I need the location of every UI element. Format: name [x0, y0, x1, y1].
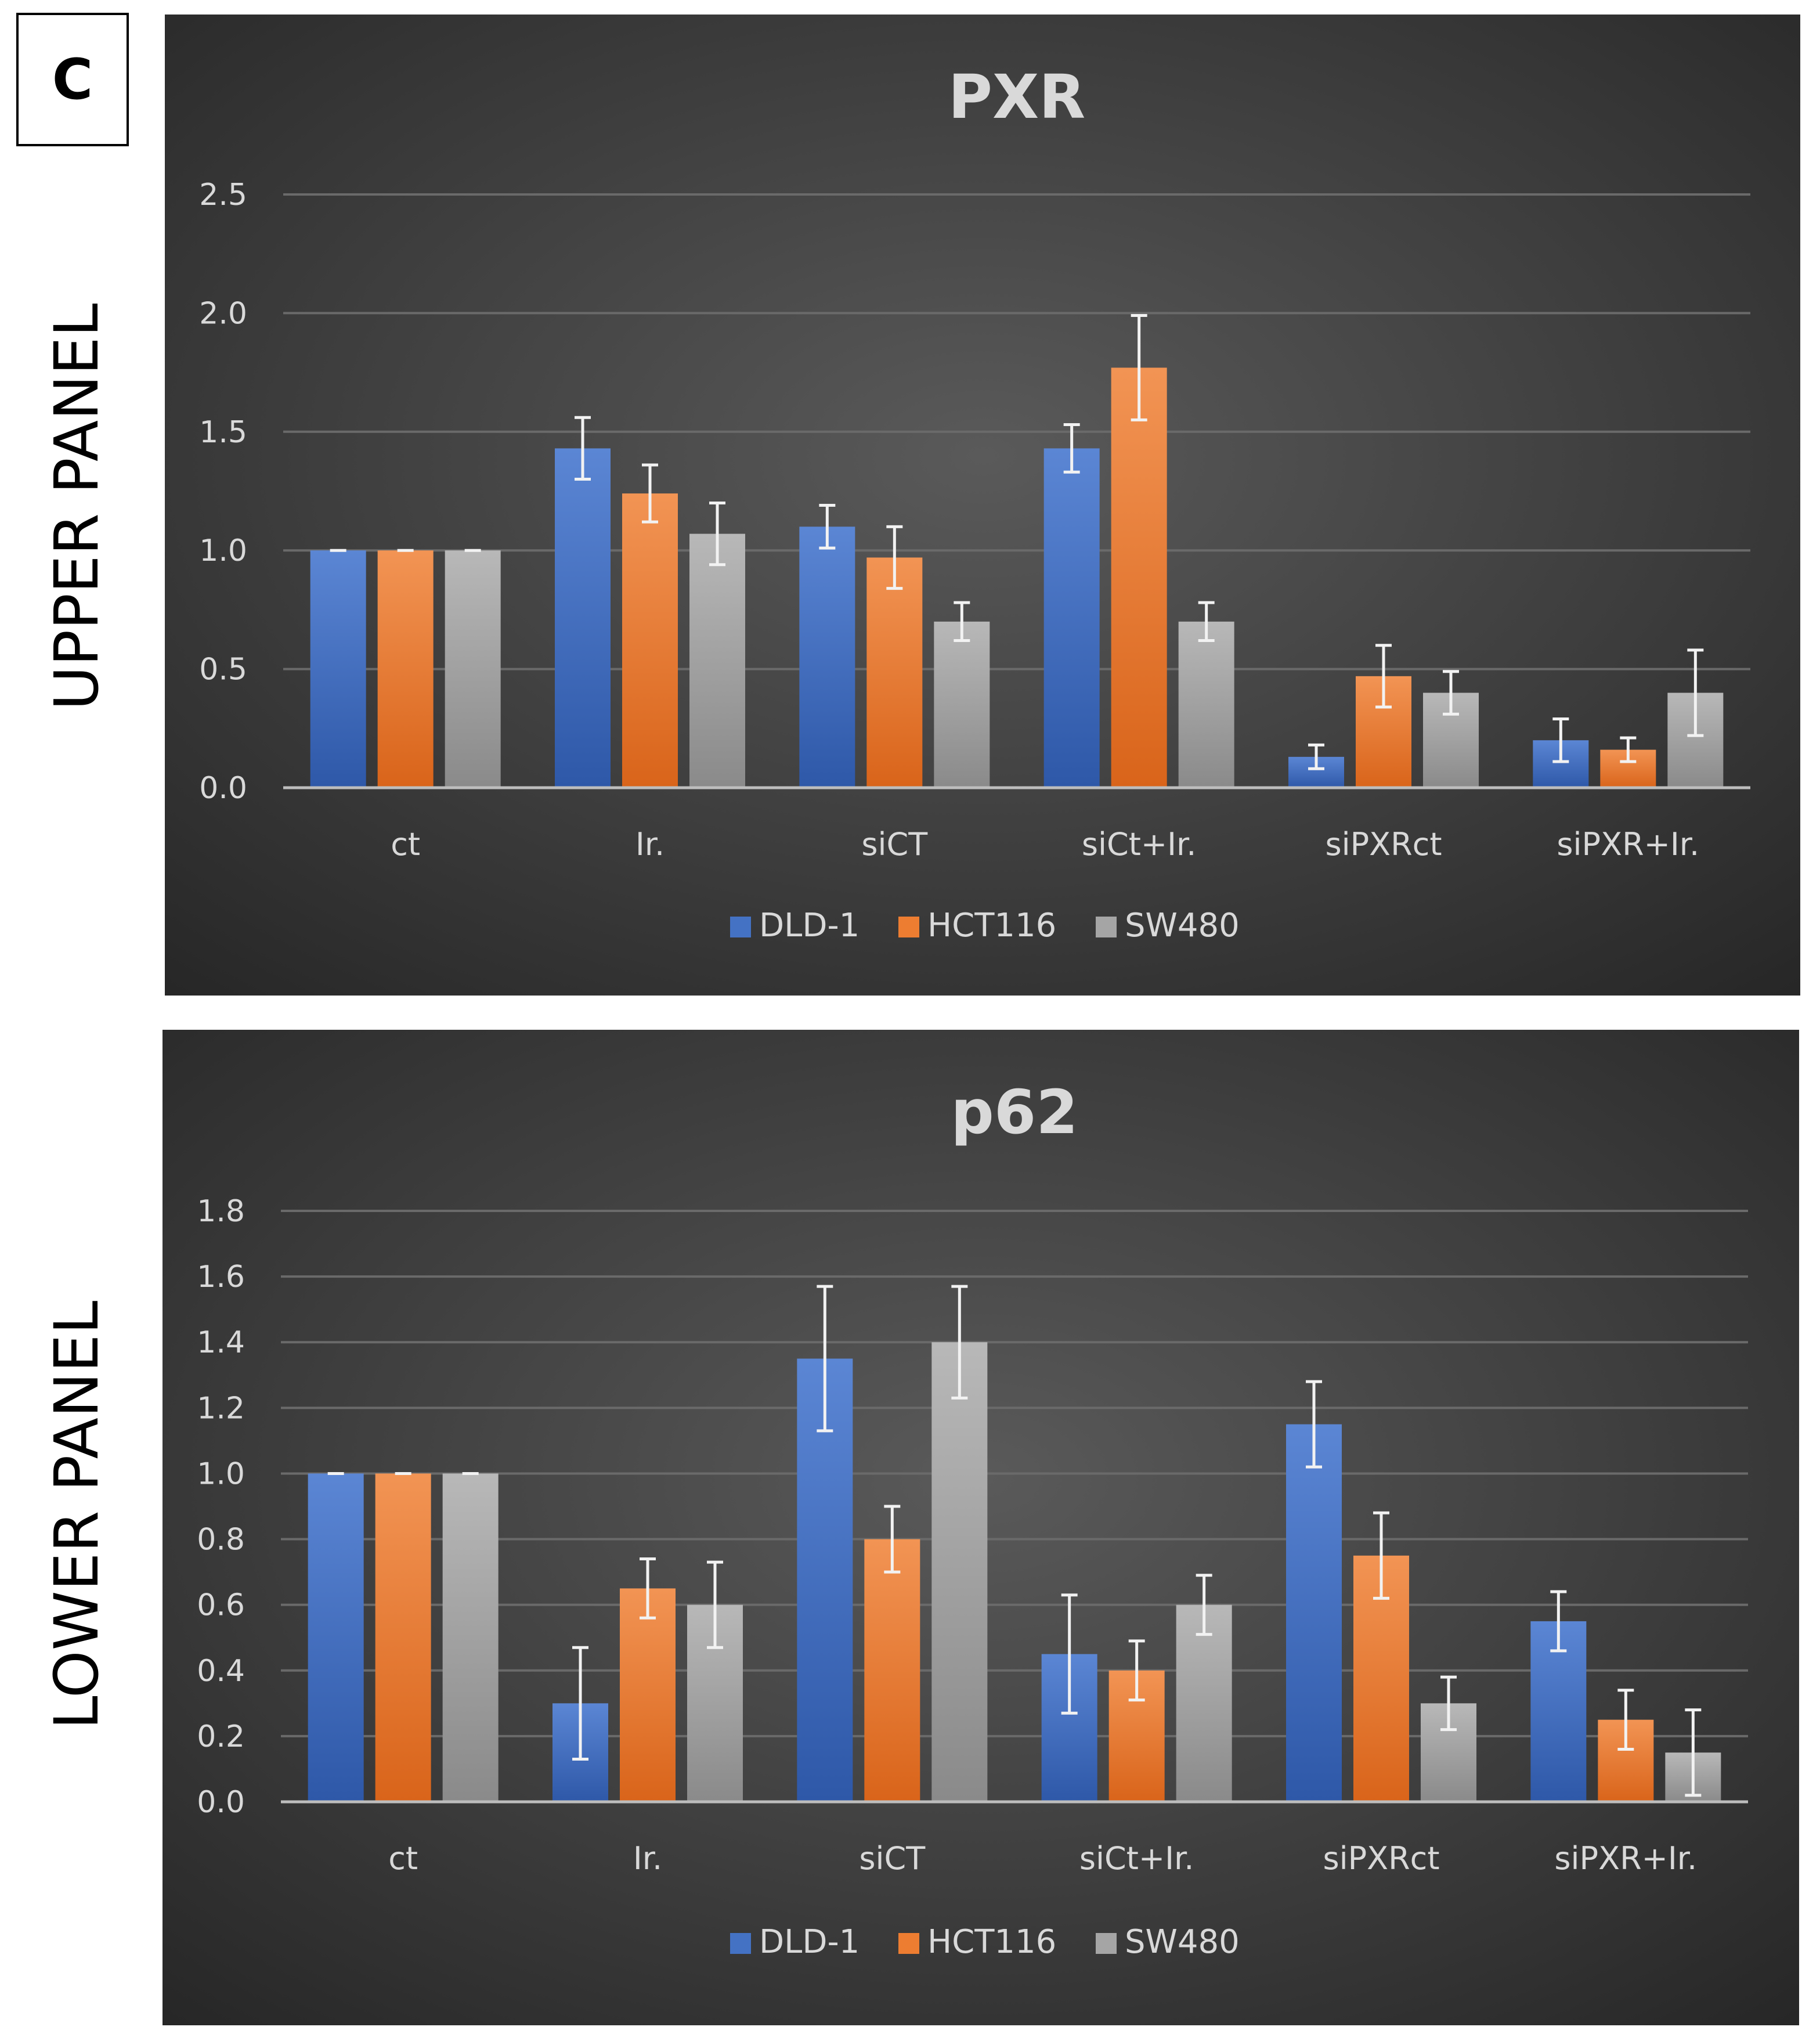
- pxr-error-bar: [1552, 717, 1569, 763]
- pxr-bar-dld-1: [1043, 448, 1100, 788]
- pxr-bar-sw480: [1178, 621, 1234, 788]
- pxr-category-label: siPXR+Ir.: [1557, 826, 1699, 863]
- p62-y-tick-label: 1.2: [197, 1391, 245, 1426]
- p62-error-bar: [1550, 1590, 1567, 1653]
- p62-y-tick-label: 1.6: [197, 1260, 245, 1294]
- p62-bar-dld-1: [308, 1473, 364, 1802]
- pxr-category-label: siPXRct: [1325, 826, 1442, 863]
- pxr-legend-swatch-hct116: [898, 917, 919, 937]
- p62-legend-swatch-hct116: [898, 1933, 919, 1954]
- p62-error-bar: [1306, 1380, 1322, 1469]
- pxr-category-label: ct: [391, 826, 420, 863]
- p62-bar-sw480: [442, 1473, 499, 1802]
- pxr-error-bar: [642, 463, 658, 524]
- panel-label-box: C: [16, 13, 129, 146]
- pxr-bar-hct116: [377, 550, 434, 788]
- p62-category-label: ct: [388, 1840, 418, 1877]
- pxr-bar-dld-1: [799, 526, 855, 788]
- p62-category-label: Ir.: [633, 1840, 662, 1877]
- p62-y-tick-label: 0.2: [197, 1719, 245, 1754]
- p62-category-label: siCT: [859, 1840, 926, 1877]
- pxr-bar-hct116: [866, 557, 923, 788]
- p62-error-bar: [951, 1285, 968, 1400]
- p62-error-bar: [1128, 1639, 1145, 1702]
- pxr-y-tick-label: 0.5: [199, 652, 247, 687]
- p62-legend-swatch-dld-1: [730, 1933, 751, 1954]
- p62-y-tick-label: 1.4: [197, 1325, 245, 1360]
- pxr-category-label: siCT: [861, 826, 928, 863]
- pxr-error-bar: [709, 501, 725, 567]
- p62-y-tick-label: 0.6: [197, 1588, 245, 1623]
- pxr-bar-sw480: [934, 621, 990, 788]
- pxr-error-bar: [1198, 601, 1215, 643]
- p62-category-label: siPXRct: [1323, 1840, 1439, 1877]
- p62-y-tick-label: 1.8: [197, 1194, 245, 1229]
- p62-category-label: siPXR+Ir.: [1554, 1840, 1697, 1877]
- p62-chart: p62 0.0 0.2 0.4 0.6 0.8 1.0 1.2 1.4 1.6 1.8 ct Ir. si…: [162, 1030, 1799, 2025]
- pxr-chart-background: [165, 15, 1800, 996]
- p62-legend-label: DLD-1: [759, 1923, 860, 1961]
- p62-category-label: siCt+Ir.: [1079, 1840, 1194, 1877]
- p62-error-bar: [640, 1557, 656, 1620]
- pxr-error-bar: [1063, 423, 1080, 474]
- pxr-error-bar: [1375, 644, 1392, 709]
- p62-error-bar: [1617, 1689, 1634, 1751]
- p62-legend-label: HCT116: [927, 1923, 1056, 1961]
- pxr-error-bar: [954, 601, 970, 643]
- pxr-y-tick-label: 0.0: [199, 771, 247, 806]
- pxr-chart-title: PXR: [948, 62, 1086, 132]
- p62-error-bar: [817, 1285, 833, 1433]
- pxr-y-tick-label: 2.5: [199, 178, 247, 212]
- p62-error-bar: [572, 1646, 588, 1761]
- pxr-error-bar: [1687, 648, 1704, 737]
- pxr-y-tick-label: 2.0: [199, 296, 247, 331]
- p62-bar-dld-1: [1286, 1424, 1342, 1802]
- pxr-category-label: Ir.: [635, 826, 665, 863]
- pxr-bar-hct116: [622, 493, 678, 788]
- pxr-error-bar: [575, 416, 591, 481]
- pxr-bar-hct116: [1111, 367, 1167, 788]
- p62-bar-dld-1: [797, 1358, 853, 1802]
- p62-bar-hct116: [375, 1473, 431, 1802]
- p62-error-bar: [884, 1505, 901, 1574]
- p62-error-bar: [1440, 1675, 1457, 1732]
- pxr-error-bar: [1620, 736, 1637, 763]
- p62-bar-hct116: [864, 1539, 920, 1802]
- pxr-legend-swatch-sw480: [1096, 917, 1117, 937]
- p62-error-bar: [1373, 1511, 1389, 1600]
- pxr-y-tick-label: 1.5: [199, 415, 247, 450]
- pxr-legend-label: SW480: [1125, 907, 1240, 944]
- p62-legend-label: SW480: [1125, 1923, 1240, 1961]
- pxr-bar-dld-1: [555, 448, 611, 788]
- pxr-error-bar: [1443, 670, 1459, 716]
- pxr-legend-label: HCT116: [927, 907, 1056, 944]
- p62-bar-sw480: [931, 1342, 988, 1802]
- pxr-bar-dld-1: [310, 550, 366, 788]
- p62-error-bar: [707, 1560, 723, 1649]
- p62-y-tick-label: 0.4: [197, 1654, 245, 1689]
- pxr-error-bar: [819, 504, 836, 550]
- pxr-legend-swatch-dld-1: [730, 917, 751, 937]
- pxr-bar-sw480: [689, 533, 745, 788]
- pxr-legend-label: DLD-1: [759, 907, 860, 944]
- p62-chart-title: p62: [951, 1077, 1078, 1148]
- p62-error-bar: [1196, 1574, 1212, 1636]
- pxr-category-label: siCt+Ir.: [1082, 826, 1197, 863]
- pxr-bar-sw480: [445, 550, 501, 788]
- pxr-error-bar: [1131, 313, 1147, 421]
- p62-error-bar: [1685, 1708, 1702, 1797]
- pxr-error-bar: [886, 525, 903, 590]
- p62-bar-hct116: [620, 1588, 676, 1802]
- p62-error-bar: [1061, 1593, 1078, 1715]
- p62-legend-swatch-sw480: [1096, 1933, 1117, 1954]
- pxr-y-tick-label: 1.0: [199, 533, 247, 568]
- pxr-error-bar: [1308, 743, 1324, 770]
- pxr-chart: PXR 0.0 0.5 1.0 1.5 2.0 2.5 ct Ir. siCT siCt+Ir. si…: [165, 15, 1800, 996]
- p62-y-tick-label: 0.0: [197, 1785, 245, 1820]
- p62-bar-sw480: [1176, 1604, 1232, 1802]
- p62-y-tick-label: 1.0: [197, 1456, 245, 1491]
- panel-label: C: [52, 47, 93, 112]
- p62-y-tick-label: 0.8: [197, 1523, 245, 1557]
